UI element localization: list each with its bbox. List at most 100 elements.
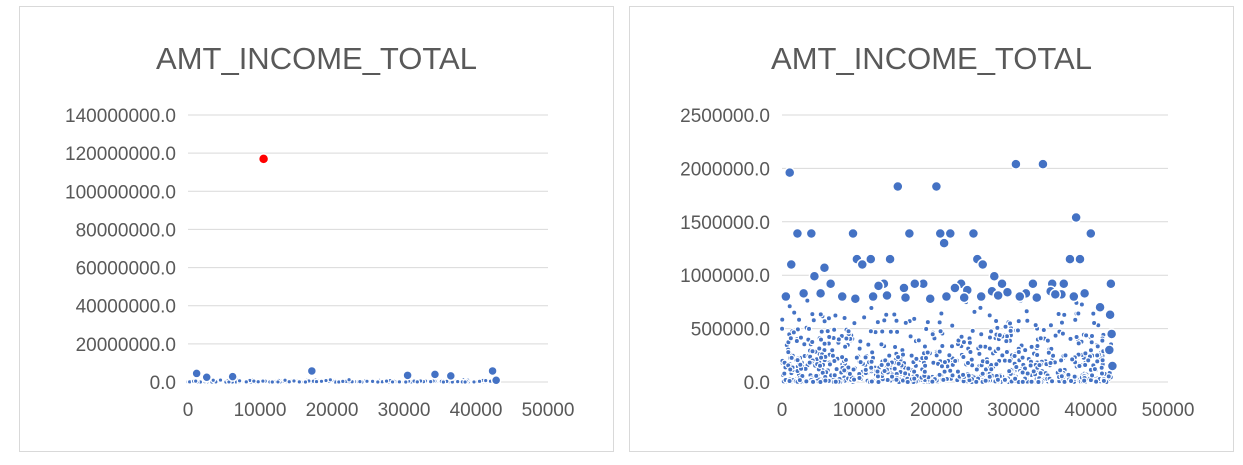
data-point	[1027, 277, 1039, 290]
data-point-dense	[982, 377, 989, 384]
data-point-dense	[878, 361, 885, 369]
data-point-dense	[921, 343, 929, 350]
data-point-dense	[929, 331, 936, 338]
data-point-dense	[1023, 308, 1030, 315]
data-point-dense	[291, 378, 297, 384]
data-point	[1078, 287, 1091, 300]
x-tick-label: 20000	[910, 400, 963, 421]
data-point-dense	[1105, 373, 1112, 380]
data-point-dense	[817, 336, 825, 343]
data-point	[487, 365, 498, 377]
data-point-dense	[924, 349, 931, 356]
data-point-dense	[891, 365, 898, 372]
data-point-dense	[954, 368, 962, 375]
data-point-dense	[831, 372, 838, 379]
data-point-dense	[893, 317, 900, 324]
data-point-dense	[910, 368, 918, 375]
data-point	[201, 371, 212, 383]
data-point-dense	[1028, 343, 1035, 351]
data-point-dense	[838, 353, 846, 361]
data-point-dense	[821, 317, 828, 325]
data-point-dense	[845, 328, 852, 335]
data-point	[783, 166, 796, 179]
data-point-dense	[794, 356, 801, 364]
data-point-dense	[1006, 367, 1013, 375]
data-point-dense	[797, 361, 804, 368]
data-point-dense	[881, 367, 888, 375]
data-point-dense	[979, 370, 986, 377]
data-point-dense	[929, 378, 936, 385]
data-point-dense	[1067, 377, 1075, 385]
data-point	[1105, 328, 1118, 340]
data-point-dense	[1006, 320, 1014, 327]
data-point-dense	[389, 379, 396, 385]
data-point-dense	[806, 359, 813, 366]
data-point-dense	[1085, 357, 1092, 364]
data-point	[780, 290, 792, 303]
data-point	[940, 290, 953, 303]
data-point	[1085, 227, 1097, 240]
data-point-dense	[973, 366, 981, 373]
x-tick-label: 50000	[522, 400, 575, 421]
data-point	[1001, 286, 1014, 299]
data-point	[814, 287, 827, 300]
x-tick-label: 40000	[450, 400, 503, 421]
data-point	[824, 277, 837, 290]
data-point-dense	[888, 373, 896, 380]
data-point-dense	[323, 377, 329, 384]
data-point	[881, 289, 893, 302]
data-point	[847, 227, 859, 240]
data-point-dense	[1040, 326, 1048, 334]
data-point-dense	[809, 338, 816, 346]
data-point	[944, 227, 957, 240]
data-point-dense	[1057, 357, 1065, 364]
data-point-dense	[440, 379, 447, 385]
data-point-dense	[454, 378, 461, 385]
data-point-dense	[1061, 311, 1068, 319]
data-point-dense	[1048, 378, 1056, 385]
data-point-dense	[1078, 301, 1086, 308]
data-point-dense	[915, 337, 923, 344]
data-point-dense	[1032, 321, 1039, 329]
data-point-dense	[843, 335, 850, 342]
data-point-dense	[786, 377, 793, 385]
data-point-dense	[977, 343, 984, 350]
data-point-dense	[1092, 378, 1100, 385]
data-point-dense	[865, 341, 872, 348]
data-point-dense	[1100, 377, 1108, 385]
x-tick-label: 10000	[234, 400, 287, 421]
data-point	[805, 227, 818, 240]
data-point-dense	[853, 354, 861, 361]
data-point	[1094, 301, 1106, 313]
data-point-dense	[978, 331, 985, 338]
data-point-dense	[786, 303, 793, 310]
data-point-dense	[1073, 333, 1080, 341]
data-point	[856, 258, 869, 271]
data-point-dense	[1019, 369, 1026, 376]
data-point-dense	[878, 341, 885, 348]
data-point	[227, 371, 238, 382]
data-point	[903, 227, 916, 240]
data-point-dense	[899, 351, 907, 358]
data-point-dense	[785, 348, 792, 356]
data-point-dense	[1071, 373, 1078, 380]
data-point-dense	[809, 378, 817, 386]
data-point-dense	[1099, 337, 1106, 344]
data-point-dense	[868, 358, 875, 365]
data-point-dense	[1044, 337, 1052, 344]
data-point-dense	[779, 316, 786, 323]
data-point-dense	[921, 362, 929, 369]
data-point-dense	[1068, 356, 1076, 363]
data-point-dense	[913, 355, 920, 363]
data-point-dense	[275, 379, 281, 385]
data-point-dense	[893, 328, 901, 336]
data-point	[808, 270, 821, 283]
data-point-dense	[1055, 310, 1062, 318]
data-point	[1105, 277, 1117, 290]
data-point-dense	[375, 379, 381, 385]
data-point-dense	[1075, 340, 1082, 347]
data-point-dense	[868, 349, 876, 356]
data-point-dense	[797, 334, 805, 341]
data-point-dense	[793, 337, 801, 345]
x-tick-label: 30000	[378, 400, 431, 421]
